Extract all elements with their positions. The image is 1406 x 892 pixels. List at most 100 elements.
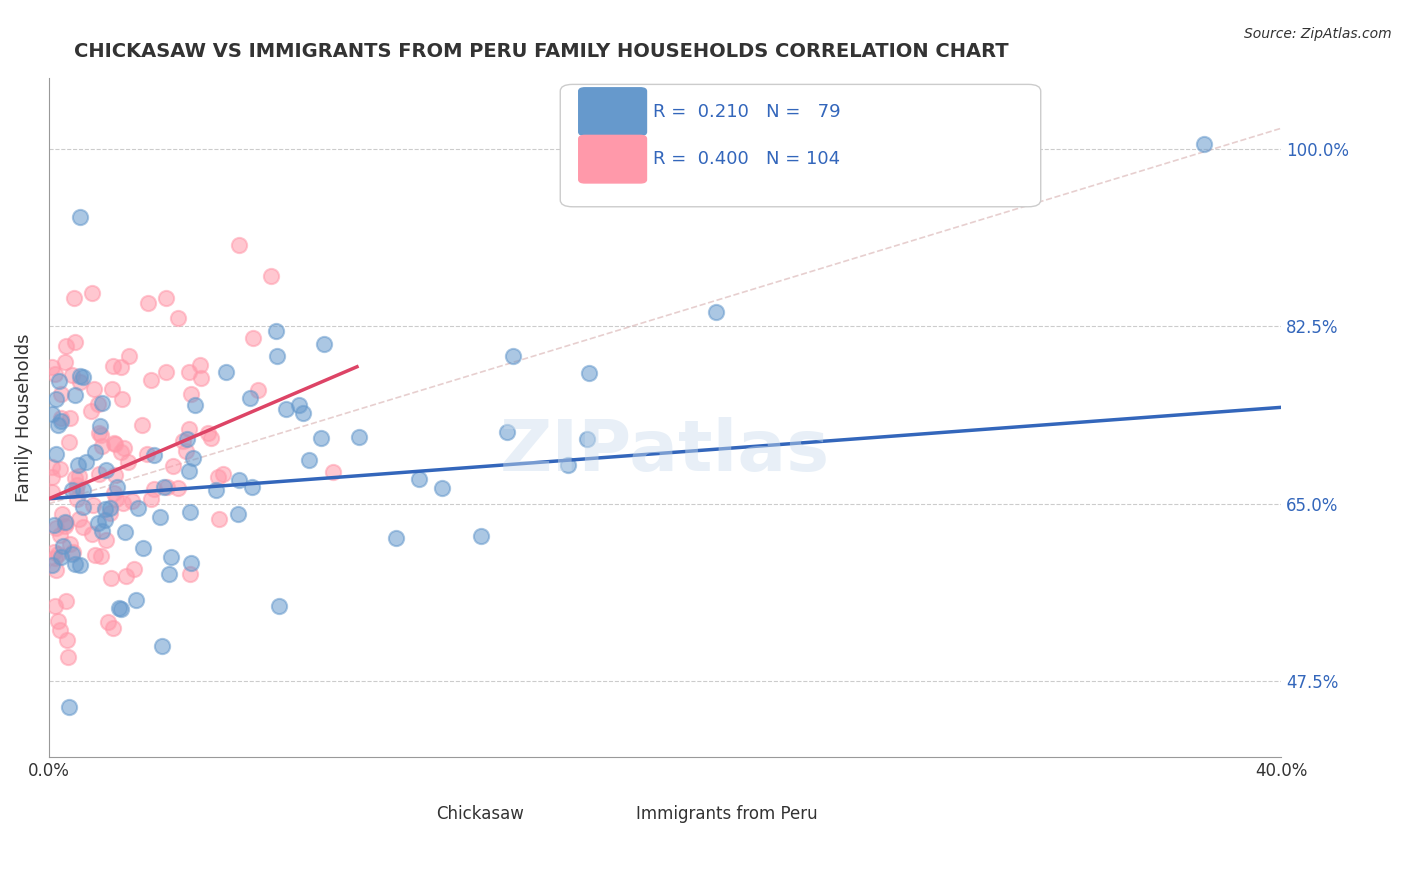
pink <box>72 520 94 534</box>
pink <box>111 496 134 510</box>
pink <box>62 368 84 382</box>
blue <box>41 407 63 421</box>
pink <box>110 444 132 458</box>
pink <box>44 551 66 566</box>
blue <box>240 480 263 494</box>
blue <box>69 558 91 572</box>
blue <box>239 391 262 405</box>
blue <box>127 501 149 516</box>
pink <box>167 481 190 495</box>
blue <box>347 430 370 444</box>
pink <box>69 375 91 389</box>
blue <box>108 600 131 615</box>
blue <box>143 448 166 462</box>
pink <box>51 507 73 521</box>
pink <box>142 482 165 496</box>
pink <box>190 371 212 385</box>
pink <box>46 547 69 561</box>
pink <box>155 365 177 379</box>
pink <box>58 434 80 449</box>
blue <box>69 369 91 384</box>
pink <box>66 478 89 492</box>
pink <box>228 238 250 252</box>
pink <box>56 649 79 664</box>
pink <box>101 383 124 397</box>
blue <box>114 525 136 540</box>
blue <box>149 509 172 524</box>
FancyBboxPatch shape <box>560 85 1040 207</box>
pink <box>121 494 143 508</box>
pink <box>44 368 66 382</box>
blue <box>228 473 250 487</box>
blue <box>69 210 91 224</box>
Text: CHICKASAW VS IMMIGRANTS FROM PERU FAMILY HOUSEHOLDS CORRELATION CHART: CHICKASAW VS IMMIGRANTS FROM PERU FAMILY… <box>73 42 1008 61</box>
pink <box>131 417 153 432</box>
blue <box>430 481 453 495</box>
blue <box>502 349 524 363</box>
blue <box>52 539 75 553</box>
pink <box>41 360 63 375</box>
pink <box>41 459 63 474</box>
pink <box>179 567 201 582</box>
blue <box>205 483 228 497</box>
pink <box>101 359 124 374</box>
pink <box>260 268 283 283</box>
blue <box>75 455 97 469</box>
pink <box>118 349 141 363</box>
pink <box>167 311 190 326</box>
pink <box>97 615 120 629</box>
blue <box>49 414 72 428</box>
pink <box>87 467 110 482</box>
pink <box>177 365 200 379</box>
blue <box>44 518 66 533</box>
blue <box>87 516 110 530</box>
Text: ZIPatlas: ZIPatlas <box>501 417 830 486</box>
pink <box>90 549 112 563</box>
pink <box>162 458 184 473</box>
pink <box>87 426 110 441</box>
pink <box>207 469 229 483</box>
blue <box>94 513 117 527</box>
blue <box>181 450 204 465</box>
blue <box>215 365 238 379</box>
pink <box>59 411 82 425</box>
pink <box>49 387 72 401</box>
Text: R =  0.210   N =   79: R = 0.210 N = 79 <box>652 103 841 120</box>
blue <box>58 699 80 714</box>
blue <box>46 417 69 432</box>
blue <box>125 592 148 607</box>
pink <box>44 599 66 613</box>
blue <box>60 547 83 561</box>
blue <box>264 325 287 339</box>
blue <box>496 425 519 439</box>
pink <box>172 434 194 448</box>
pink <box>49 462 72 476</box>
pink <box>62 545 84 559</box>
blue <box>45 447 67 461</box>
Text: Immigrants from Peru: Immigrants from Peru <box>636 805 817 823</box>
blue <box>183 398 205 412</box>
blue <box>274 401 297 416</box>
Text: R =  0.400   N = 104: R = 0.400 N = 104 <box>652 150 839 169</box>
pink <box>80 286 103 301</box>
blue <box>63 388 86 402</box>
pink <box>100 571 122 585</box>
pink <box>103 486 125 500</box>
blue <box>63 557 86 571</box>
pink <box>45 563 67 577</box>
Text: Source: ZipAtlas.com: Source: ZipAtlas.com <box>1244 27 1392 41</box>
pink <box>105 491 128 506</box>
pink <box>180 386 202 401</box>
blue <box>298 453 321 467</box>
pink <box>41 485 63 500</box>
blue <box>557 458 579 472</box>
pink <box>104 467 127 482</box>
pink <box>179 422 201 436</box>
blue <box>309 431 332 445</box>
pink <box>80 526 103 541</box>
pink <box>103 436 125 450</box>
blue <box>226 507 249 521</box>
blue <box>385 531 408 545</box>
blue <box>176 432 198 446</box>
blue <box>72 483 94 497</box>
